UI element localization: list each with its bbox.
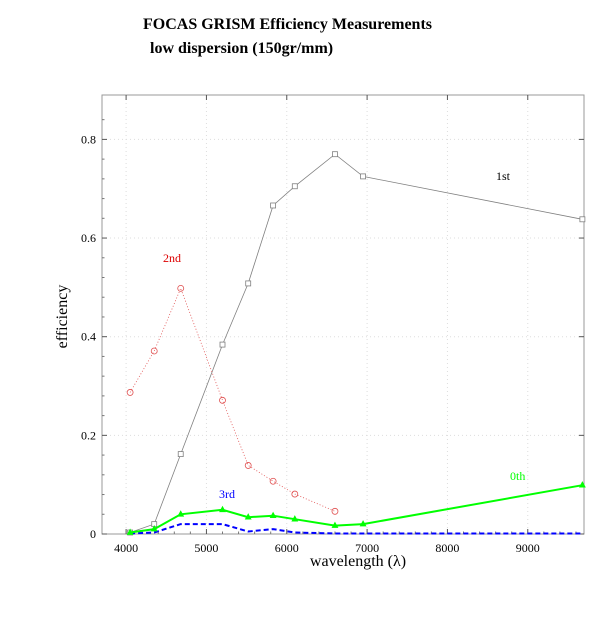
data-point-0th bbox=[269, 511, 277, 519]
data-point-2nd bbox=[269, 477, 277, 485]
data-point-2nd bbox=[126, 389, 134, 396]
data-point-1st bbox=[332, 151, 338, 158]
data-point-1st bbox=[291, 183, 298, 190]
x-tick-label: 7000 bbox=[355, 541, 379, 555]
y-axis-label: efficiency bbox=[54, 285, 71, 349]
chart-title: FOCAS GRISM Efficiency Measurements bbox=[143, 16, 432, 33]
series-label-0th: 0th bbox=[510, 469, 525, 483]
series-line-0th bbox=[129, 484, 583, 534]
data-point-1st bbox=[177, 451, 184, 457]
grid-lines bbox=[102, 95, 584, 534]
data-point-0th bbox=[177, 510, 185, 517]
data-point-2nd bbox=[244, 462, 252, 469]
series-line-2nd bbox=[129, 287, 336, 512]
axis-ticks: 4000 5000 6000 7000 8000 9000 0 0.2 0.4 0.6 0.8 bbox=[81, 95, 584, 555]
x-axis-label: wavelength (λ) bbox=[310, 553, 406, 570]
data-point-1st bbox=[360, 173, 366, 180]
data-point-1st bbox=[245, 280, 252, 287]
series-labels: 1st 2nd 3rd 0th bbox=[163, 169, 525, 501]
data-point-0th bbox=[291, 515, 299, 522]
series-line-1st bbox=[129, 153, 583, 533]
y-tick-label: 0.8 bbox=[81, 132, 96, 146]
data-point-1st bbox=[270, 202, 277, 209]
plot-frame bbox=[101, 94, 585, 535]
series-label-3rd: 3rd bbox=[219, 487, 235, 501]
series-label-2nd: 2nd bbox=[163, 251, 181, 265]
x-tick-label: 9000 bbox=[516, 541, 540, 555]
data-point-1st bbox=[579, 216, 586, 223]
x-tick-label: 5000 bbox=[194, 541, 218, 555]
data-point-0th bbox=[331, 521, 339, 528]
data-point-2nd bbox=[219, 396, 226, 404]
data-point-0th bbox=[126, 528, 134, 535]
x-tick-label: 4000 bbox=[114, 541, 138, 555]
data-point-2nd bbox=[177, 284, 185, 292]
data-point-0th bbox=[244, 513, 252, 520]
y-tick-label: 0.2 bbox=[81, 428, 96, 442]
data-point-2nd bbox=[331, 507, 339, 515]
y-tick-label: 0.6 bbox=[81, 231, 96, 245]
y-tick-label: 0 bbox=[90, 527, 96, 541]
data-point-1st bbox=[219, 341, 226, 348]
series-label-1st: 1st bbox=[496, 169, 511, 183]
x-tick-label: 8000 bbox=[435, 541, 459, 555]
x-tick-label: 6000 bbox=[275, 541, 299, 555]
data-point-0th bbox=[359, 520, 367, 527]
data-point-0th bbox=[150, 525, 158, 532]
y-tick-label: 0.4 bbox=[81, 330, 96, 344]
data-point-2nd bbox=[291, 490, 299, 498]
data-series bbox=[126, 151, 586, 536]
data-point-0th bbox=[578, 481, 586, 488]
data-point-2nd bbox=[150, 347, 158, 355]
chart-subtitle: low dispersion (150gr/mm) bbox=[150, 40, 334, 57]
series-line-3rd bbox=[130, 523, 583, 535]
data-point-0th bbox=[219, 505, 226, 513]
